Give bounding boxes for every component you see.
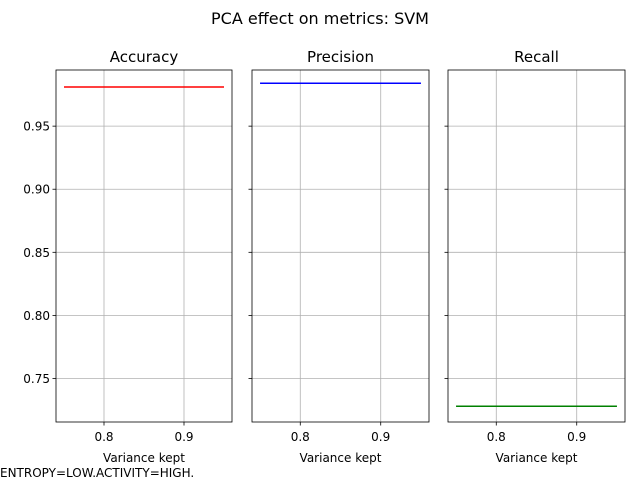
y-tick-label: 0.75 <box>23 372 50 386</box>
x-tick-label: 0.8 <box>291 430 310 444</box>
subplot-recall: 0.8 0.9 Recall Variance kept <box>444 48 626 465</box>
subplot-accuracy: 0.8 0.9 0.75 0.80 0.85 0.90 0.95 Accuracy Varian… <box>23 48 233 465</box>
y-tick-label: 0.90 <box>23 183 50 197</box>
subplot-title: Recall <box>514 48 559 66</box>
y-tick-label: 0.85 <box>23 246 50 260</box>
x-tick-label: 0.8 <box>487 430 506 444</box>
x-tick-label: 0.9 <box>567 430 586 444</box>
subplot-title: Precision <box>307 48 374 66</box>
axes-frame <box>55 69 233 423</box>
x-tick-label: 0.8 <box>94 430 113 444</box>
axes-frame <box>447 69 626 423</box>
figure-title: PCA effect on metrics: SVM <box>211 9 429 28</box>
x-axis-label: Variance kept <box>496 451 578 465</box>
x-tick-label: 0.9 <box>371 430 390 444</box>
y-tick-label: 0.80 <box>23 309 50 323</box>
x-axis-label: Variance kept <box>103 451 185 465</box>
x-tick-label: 0.9 <box>174 430 193 444</box>
x-axis-label: Variance kept <box>300 451 382 465</box>
y-tick-label: 0.95 <box>23 120 50 134</box>
subplot-precision: 0.8 0.9 Precision Variance kept <box>248 48 430 465</box>
subplot-title: Accuracy <box>110 48 179 66</box>
axes-frame <box>251 69 430 423</box>
footnote-text: ENTROPY=LOW.ACTIVITY=HIGH. <box>0 466 195 480</box>
